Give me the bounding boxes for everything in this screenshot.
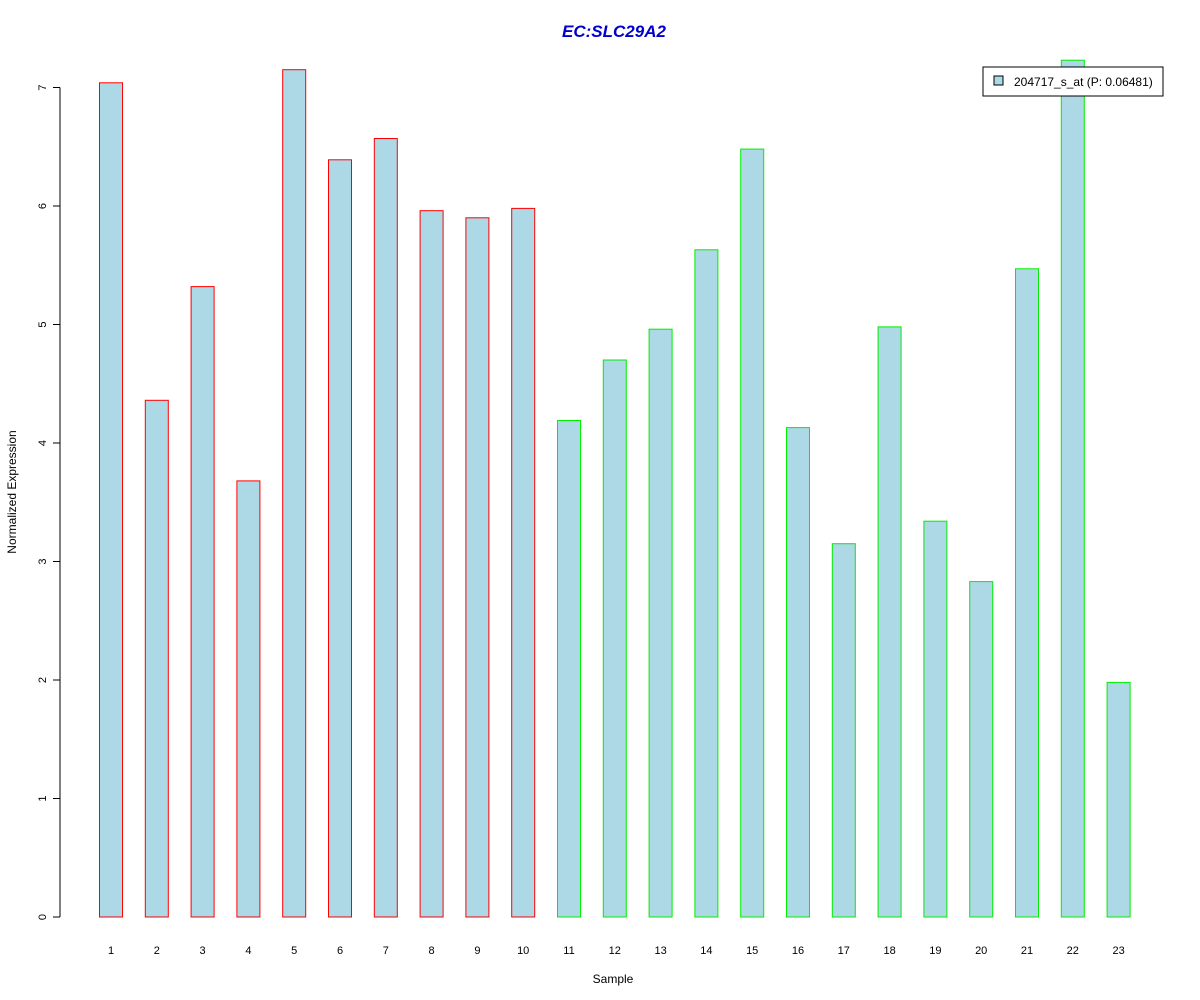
- bar-sample-15: [740, 148, 765, 918]
- legend: 204717_s_at (P: 0.06481): [982, 66, 1164, 97]
- x-tick-label: 5: [291, 945, 297, 957]
- y-axis: 0 1 2 3 4 5 6 7: [37, 84, 61, 920]
- bar-sample-21: [1015, 268, 1039, 918]
- x-tick-label: 21: [1021, 945, 1033, 957]
- x-tick-label: 11: [563, 945, 574, 957]
- bar-sample-4: [236, 480, 261, 918]
- bar-sample-3: [190, 286, 215, 918]
- y-tick-label: 1: [37, 795, 49, 801]
- x-tick-label: 10: [517, 945, 529, 957]
- chart-title: EC:SLC29A2: [562, 22, 666, 41]
- bar-sample-1: [99, 82, 123, 918]
- y-tick-label: 7: [37, 84, 49, 90]
- x-tick-label: 15: [746, 945, 758, 957]
- y-tick-label: 0: [37, 914, 49, 920]
- bar-sample-23: [1106, 681, 1131, 918]
- legend-label: 204717_s_at (P: 0.06481): [1014, 75, 1153, 89]
- x-tick-label: 13: [654, 945, 666, 957]
- y-tick-label: 3: [37, 558, 49, 564]
- y-tick-label: 5: [37, 321, 49, 327]
- bar-sample-7: [373, 138, 398, 918]
- x-tick-label: 8: [429, 945, 435, 957]
- bar-sample-18: [877, 326, 902, 918]
- x-tick-label: 18: [883, 945, 895, 957]
- x-tick-label: 22: [1067, 945, 1079, 957]
- x-tick-label: 14: [700, 945, 712, 957]
- bar-sample-20: [969, 581, 994, 918]
- x-tick-labels: 1 2 3 4 5 6 7 8 9 10 11 12 13 14 15 16 17 18 19 20 21 22 23: [108, 945, 1125, 957]
- x-tick-label: 2: [154, 945, 160, 957]
- bar-sample-19: [923, 520, 948, 918]
- bar-sample-2: [144, 399, 169, 918]
- bar-sample-9: [465, 217, 490, 918]
- bar-sample-10: [511, 207, 536, 918]
- x-tick-label: 6: [337, 945, 343, 957]
- bar-sample-22: [1060, 59, 1085, 918]
- x-tick-label: 3: [200, 945, 206, 957]
- x-tick-label: 1: [108, 945, 114, 957]
- bar-sample-14: [694, 249, 719, 918]
- x-tick-label: 20: [975, 945, 987, 957]
- bar-sample-11: [557, 420, 581, 918]
- x-tick-label: 23: [1112, 945, 1124, 957]
- legend-box: [982, 66, 1164, 97]
- bar-sample-13: [648, 328, 673, 918]
- bar-sample-6: [328, 159, 352, 918]
- x-tick-label: 16: [792, 945, 804, 957]
- bar-sample-8: [419, 210, 444, 918]
- y-tick-label: 4: [37, 440, 49, 446]
- x-tick-label: 12: [609, 945, 621, 957]
- bar-sample-12: [602, 359, 627, 918]
- bar-sample-16: [786, 427, 810, 918]
- x-tick-label: 7: [383, 945, 389, 957]
- y-axis-label: Normalized Expression: [5, 430, 19, 553]
- bar-sample-5: [282, 69, 307, 918]
- bars: [99, 59, 1131, 918]
- x-tick-label: 19: [929, 945, 941, 957]
- legend-swatch: [993, 75, 1004, 86]
- y-tick-label: 2: [37, 677, 49, 683]
- x-axis-label: Sample: [593, 972, 634, 986]
- x-tick-label: 9: [474, 945, 480, 957]
- x-tick-label: 17: [838, 945, 850, 957]
- y-tick-label: 6: [37, 203, 49, 209]
- bar-sample-17: [831, 543, 856, 918]
- x-tick-label: 4: [245, 945, 251, 957]
